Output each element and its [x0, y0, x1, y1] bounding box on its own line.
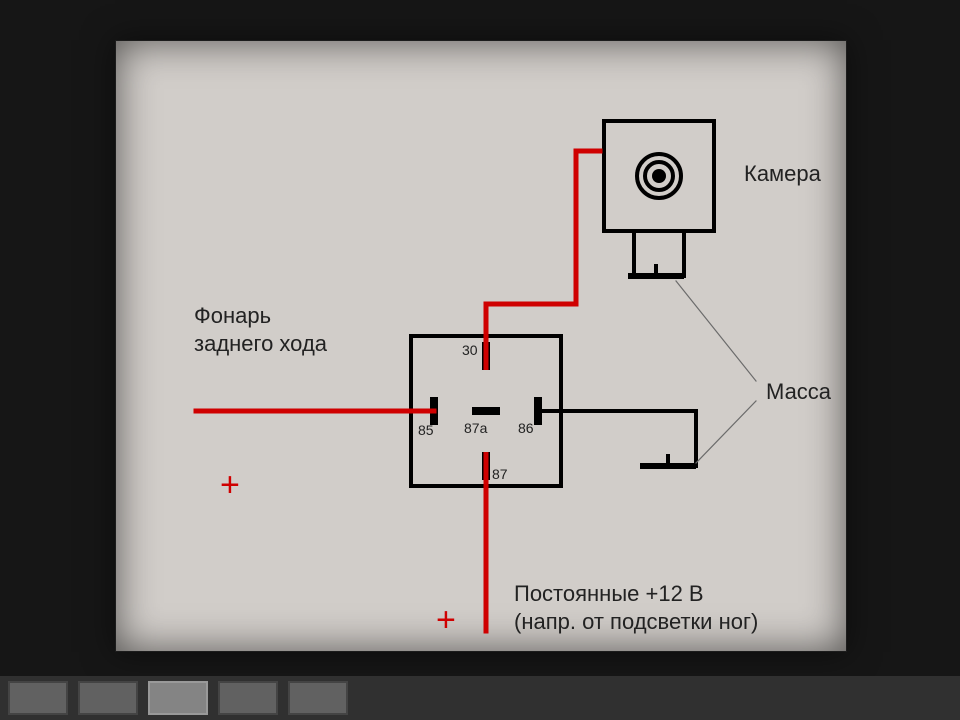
thumbnail-active[interactable] — [148, 681, 208, 715]
screen: 30 85 86 87 87а Камера Масса Фонарь заднего хода… — [0, 0, 960, 720]
pin-label-87: 87 — [492, 466, 508, 482]
thumbnail-bar — [0, 676, 960, 720]
label-reverse-1: Фонарь — [194, 303, 271, 328]
label-12v-1: Постоянные +12 В — [514, 581, 704, 606]
label-reverse-2: заднего хода — [194, 331, 328, 356]
pin-label-87a: 87а — [464, 420, 488, 436]
camera-lens-inner — [652, 169, 666, 183]
thumbnail[interactable] — [218, 681, 278, 715]
leader-mass-2 — [696, 401, 756, 463]
label-camera: Камера — [744, 161, 822, 186]
plus-12v: + — [436, 601, 456, 639]
label-12v-2: (напр. от подсветки ног) — [514, 609, 758, 634]
thumbnail[interactable] — [8, 681, 68, 715]
pin-label-86: 86 — [518, 420, 534, 436]
thumbnail[interactable] — [78, 681, 138, 715]
thumbnail[interactable] — [288, 681, 348, 715]
label-ground: Масса — [766, 379, 832, 404]
relay-wiring-diagram: 30 85 86 87 87а Камера Масса Фонарь заднего хода… — [116, 41, 846, 651]
plus-reverse: + — [220, 466, 240, 504]
pin-label-30: 30 — [462, 342, 478, 358]
leader-mass-1 — [676, 281, 756, 381]
wire-30-camera — [486, 151, 600, 342]
pin-label-85: 85 — [418, 422, 434, 438]
diagram-paper: 30 85 86 87 87а Камера Масса Фонарь заднего хода… — [115, 40, 847, 652]
